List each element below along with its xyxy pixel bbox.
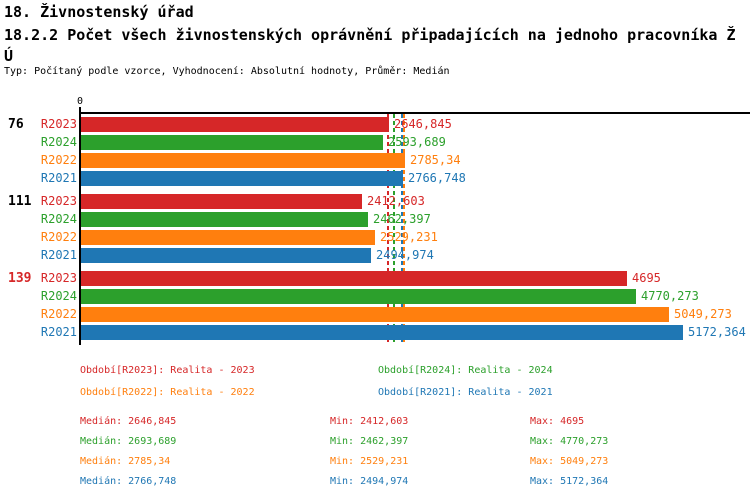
bar-series-label: R2021 <box>40 325 77 339</box>
bar-series-label: R2022 <box>40 153 77 167</box>
bar-value-label: 2785,34 <box>410 153 461 167</box>
bar <box>81 153 405 168</box>
bar <box>81 289 636 304</box>
x-axis-line <box>80 112 750 114</box>
legend-item: Období[R2024]: Realita - 2024 <box>378 365 553 376</box>
stat-min: Min: 2462,397 <box>330 436 409 447</box>
bar-value-label: 5049,273 <box>674 307 732 321</box>
bar <box>81 194 362 209</box>
x-axis-zero-label: 0 <box>76 96 84 107</box>
group-label: 111 <box>8 194 32 209</box>
bar-series-label: R2021 <box>40 248 77 262</box>
median-marker-line <box>403 114 406 344</box>
legend-item: Období[R2022]: Realita - 2022 <box>80 387 255 398</box>
bar <box>81 307 669 322</box>
stat-max: Max: 4695 <box>530 416 585 427</box>
stat-median: Medián: 2693,689 <box>80 436 177 447</box>
bar-value-label: 4770,273 <box>641 289 699 303</box>
stat-median: Medián: 2646,845 <box>80 416 177 427</box>
bar-value-label: 2593,689 <box>388 135 446 149</box>
bar-series-label: R2022 <box>40 307 77 321</box>
stat-min: Min: 2412,603 <box>330 416 409 427</box>
bar-value-label: 2646,845 <box>394 117 452 131</box>
chart-title: 18.2.2 Počet všech živnostenských oprávn… <box>4 26 736 65</box>
bar-value-label: 5172,364 <box>688 325 746 339</box>
legend-item: Období[R2023]: Realita - 2023 <box>80 365 255 376</box>
chart-meta-line: Typ: Počítaný podle vzorce, Vyhodnocení:… <box>4 66 450 77</box>
bar-series-label: R2022 <box>40 230 77 244</box>
bar <box>81 248 371 263</box>
bar <box>81 135 383 150</box>
bar <box>81 171 403 186</box>
stat-min: Min: 2494,974 <box>330 476 409 487</box>
group-label: 139 <box>8 271 32 286</box>
bar-series-label: R2024 <box>40 135 77 149</box>
bar <box>81 117 389 132</box>
report-section-title: 18. Živnostenský úřad <box>4 3 194 21</box>
stat-min: Min: 2529,231 <box>330 456 409 467</box>
bar-value-label: 2766,748 <box>408 171 466 185</box>
bar <box>81 212 368 227</box>
legend-item: Období[R2021]: Realita - 2021 <box>378 387 553 398</box>
bar-value-label: 4695 <box>632 271 661 285</box>
y-axis-line <box>79 107 81 345</box>
stat-max: Max: 5049,273 <box>530 456 609 467</box>
stat-max: Max: 5172,364 <box>530 476 609 487</box>
bar <box>81 230 375 245</box>
bar-series-label: R2023 <box>40 117 77 131</box>
bar-value-label: 2494,974 <box>376 248 434 262</box>
bar-value-label: 2462,397 <box>373 212 431 226</box>
stat-max: Max: 4770,273 <box>530 436 609 447</box>
bar-series-label: R2023 <box>40 271 77 285</box>
stat-median: Medián: 2785,34 <box>80 456 171 467</box>
median-marker-line <box>392 114 395 344</box>
bar-series-label: R2021 <box>40 171 77 185</box>
bar-value-label: 2412,603 <box>367 194 425 208</box>
bar-value-label: 2529,231 <box>380 230 438 244</box>
bar-series-label: R2023 <box>40 194 77 208</box>
bar <box>81 271 627 286</box>
stat-median: Medián: 2766,748 <box>80 476 177 487</box>
bar <box>81 325 683 340</box>
bar-chart-plot: 0 76 R2023 2646,845 R2024 2593,689 R2022 2785,… <box>0 96 750 356</box>
bar-series-label: R2024 <box>40 212 77 226</box>
bar-series-label: R2024 <box>40 289 77 303</box>
median-marker-line <box>401 114 404 344</box>
median-marker-line <box>387 114 390 344</box>
group-label: 76 <box>8 117 24 132</box>
